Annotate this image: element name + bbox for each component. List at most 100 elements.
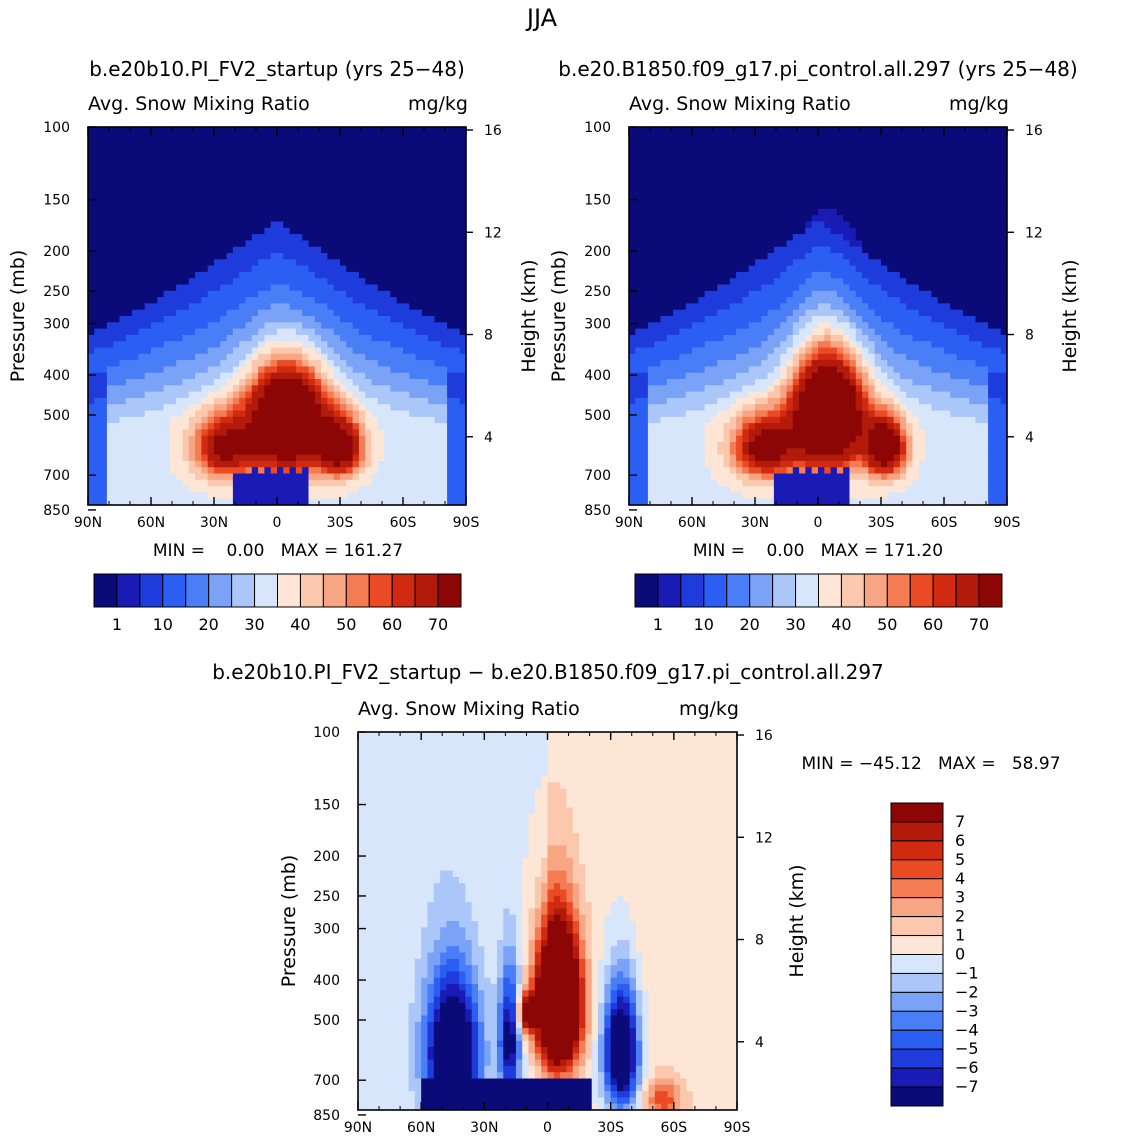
field-cell [144,460,152,468]
field-cell [289,353,297,361]
field-cell [106,208,114,216]
field-cell [704,448,712,456]
field-cell [428,133,436,141]
field-cell [327,303,335,311]
field-cell [629,416,636,424]
field-cell [365,473,373,481]
field-cell [232,423,240,430]
field-cell [390,454,398,462]
field-cell [258,341,265,349]
field-cell [106,253,114,260]
field-cell [440,234,448,241]
field-cell [421,486,429,493]
field-cell [100,215,108,223]
field-cell [666,366,674,374]
field-cell [396,486,404,493]
field-cell [761,145,769,153]
field-cell [459,234,466,241]
field-cell [447,316,454,323]
field-cell [258,190,265,197]
field-cell [226,429,234,437]
field-cell [390,215,398,223]
field-cell [308,328,316,336]
field-cell [132,290,139,298]
field-cell [666,397,674,405]
field-cell [723,265,731,273]
field-cell [698,479,706,487]
field-cell [239,221,247,229]
field-cell [333,442,341,449]
field-cell [151,360,158,367]
field-cell [729,385,737,393]
field-cell [125,486,133,493]
field-cell [377,158,385,166]
field-cell [138,164,146,172]
field-cell [390,246,398,254]
field-cell [723,127,731,134]
field-cell [371,259,379,267]
field-cell [679,164,687,172]
field-cell [163,385,171,393]
field-cell [144,410,152,418]
field-cell [157,353,165,361]
field-cell [453,360,461,367]
field-cell [365,284,373,292]
field-cell [390,271,398,279]
field-cell [333,297,341,304]
field-cell [346,284,354,292]
field-cell [447,360,454,367]
field-cell [119,171,127,178]
field-cell [295,309,303,317]
field-cell [151,127,158,134]
field-cell [346,448,354,456]
field-cell [666,158,674,166]
field-cell [182,139,190,147]
field-cell [100,423,108,430]
field-cell [371,139,379,147]
field-cell [434,353,442,361]
field-cell [704,177,712,185]
field-cell [428,265,436,273]
field-cell [151,278,158,286]
field-cell [245,479,253,487]
field-cell [88,265,95,273]
field-cell [157,253,165,260]
field-cell [169,442,177,449]
field-cell [201,139,209,147]
field-cell [270,397,278,405]
field-cell [704,479,712,487]
field-cell [144,486,152,493]
field-cell [685,460,693,468]
field-cell [340,322,347,330]
field-cell [176,347,184,355]
field-cell [453,177,461,185]
field-cell [169,234,177,241]
field-cell [736,234,743,241]
field-cell [434,366,442,374]
field-cell [251,379,259,386]
field-cell [151,397,158,405]
field-cell [371,177,379,185]
field-cell [100,240,108,248]
field-cell [333,341,341,349]
field-cell [352,290,360,298]
field-cell [138,429,146,437]
field-cell [723,253,731,260]
field-cell [660,479,668,487]
field-cell [440,316,448,323]
field-cell [270,240,278,248]
field-cell [660,460,668,468]
field-cell [428,328,436,336]
field-cell [106,397,114,405]
field-cell [654,246,662,254]
field-cell [660,183,668,191]
field-cell [277,215,284,223]
field-cell [125,240,133,248]
field-cell [459,271,466,279]
field-cell [729,404,737,412]
field-cell [106,404,114,412]
field-cell [710,391,718,399]
field-cell [647,164,655,172]
field-cell [346,309,354,317]
field-cell [182,479,190,487]
